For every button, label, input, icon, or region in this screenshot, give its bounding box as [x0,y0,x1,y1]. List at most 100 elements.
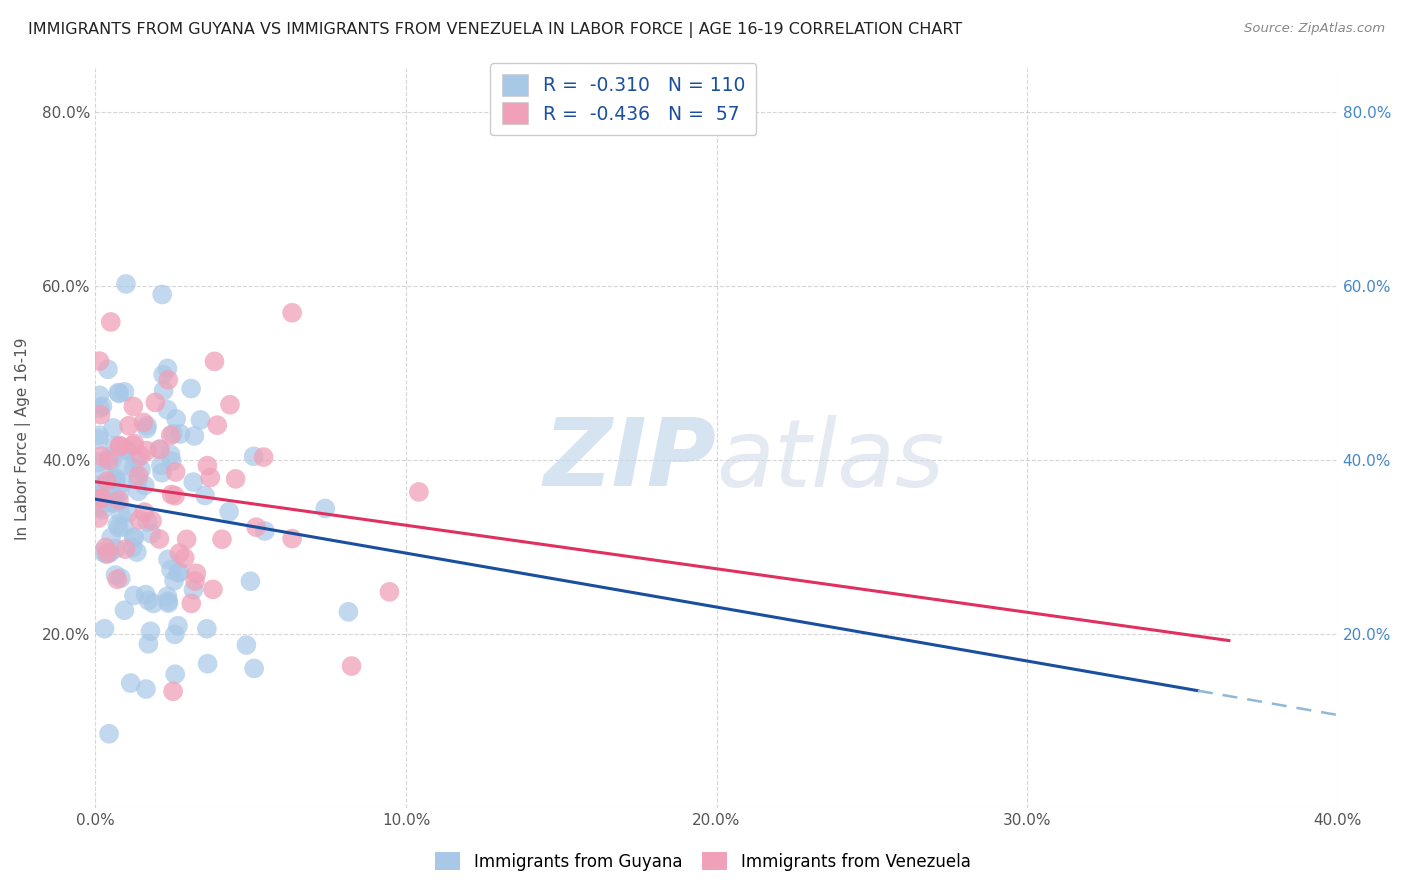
Point [159,428,181,442]
Point [110,571,132,585]
Point [253,524,276,538]
Point [218,505,240,519]
Point [156,402,179,417]
Point [97,546,120,560]
Point [408,485,430,500]
Point [136,418,159,433]
Point [98,546,121,560]
Point [98,727,121,741]
Point [112,603,135,617]
Point [169,426,191,441]
Point [136,515,159,529]
Point [87,432,110,446]
Point [150,466,173,480]
Point [104,474,127,488]
Point [167,619,190,633]
Point [89,428,111,442]
Point [128,468,150,483]
Point [114,542,136,557]
Point [110,507,132,521]
Point [97,453,120,467]
Point [124,436,146,450]
Point [143,395,166,409]
Point [281,306,304,320]
Point [157,552,180,566]
Point [314,501,336,516]
Point [245,520,267,534]
Point [105,572,128,586]
Point [120,676,142,690]
Point [125,545,148,559]
Point [107,385,129,400]
Point [148,442,170,457]
Point [129,462,152,476]
Point [340,659,363,673]
Point [112,520,135,534]
Point [122,530,145,544]
Point [114,458,136,472]
Point [121,541,143,555]
Point [243,661,266,675]
Point [90,491,112,506]
Point [129,449,152,463]
Point [184,574,207,588]
Point [89,492,111,507]
Point [87,511,110,525]
Point [242,450,264,464]
Point [378,584,401,599]
Point [163,574,186,588]
Point [211,533,233,547]
Point [139,624,162,639]
Point [118,418,141,433]
Legend: R =  -0.310   N = 110, R =  -0.436   N =  57: R = -0.310 N = 110, R = -0.436 N = 57 [491,63,756,136]
Point [183,582,205,597]
Point [122,589,145,603]
Point [104,491,127,505]
Point [157,594,180,608]
Point [117,443,139,458]
Point [138,637,160,651]
Point [108,386,131,401]
Point [235,638,257,652]
Point [127,474,149,488]
Point [180,382,202,396]
Point [108,493,131,508]
Point [183,429,205,443]
Point [219,398,242,412]
Point [148,532,170,546]
Point [111,475,134,490]
Point [96,547,118,561]
Point [122,400,145,414]
Point [104,471,127,485]
Point [117,506,139,520]
Point [186,566,208,581]
Point [165,412,187,426]
Point [108,485,131,500]
Point [114,384,136,399]
Point [93,466,115,480]
Point [87,489,110,503]
Point [157,596,180,610]
Point [127,484,149,499]
Legend: Immigrants from Guyana, Immigrants from Venezuela: Immigrants from Guyana, Immigrants from … [427,844,979,880]
Point [165,667,187,681]
Point [104,439,127,453]
Point [180,596,202,610]
Point [225,472,247,486]
Point [195,622,218,636]
Text: IMMIGRANTS FROM GUYANA VS IMMIGRANTS FROM VENEZUELA IN LABOR FORCE | AGE 16-19 C: IMMIGRANTS FROM GUYANA VS IMMIGRANTS FRO… [28,22,962,38]
Point [115,277,138,291]
Point [101,453,124,467]
Point [204,354,226,368]
Point [94,485,117,500]
Point [104,541,127,556]
Point [165,489,187,503]
Point [101,421,124,435]
Point [190,413,212,427]
Point [197,458,219,473]
Point [89,354,111,368]
Point [91,503,114,517]
Y-axis label: In Labor Force | Age 16-19: In Labor Force | Age 16-19 [15,337,31,540]
Point [89,408,111,422]
Point [200,470,222,484]
